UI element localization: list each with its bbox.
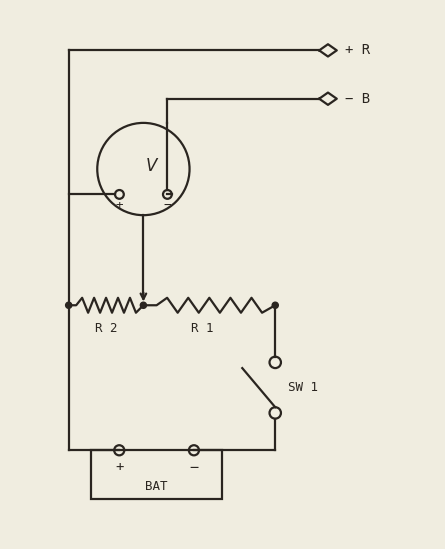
Text: + R: + R — [345, 43, 370, 58]
Text: R 2: R 2 — [95, 322, 117, 335]
Text: BAT: BAT — [146, 480, 168, 493]
Text: SW 1: SW 1 — [288, 381, 319, 394]
Text: −: − — [164, 199, 171, 212]
Text: − B: − B — [345, 92, 370, 106]
Text: V: V — [146, 156, 157, 175]
Text: +: + — [115, 460, 123, 474]
Bar — [91, 450, 223, 498]
Circle shape — [65, 302, 72, 309]
Circle shape — [140, 302, 146, 309]
Circle shape — [272, 302, 278, 309]
Text: −: − — [190, 460, 198, 475]
Text: +: + — [116, 199, 123, 212]
Text: R 1: R 1 — [191, 322, 214, 335]
